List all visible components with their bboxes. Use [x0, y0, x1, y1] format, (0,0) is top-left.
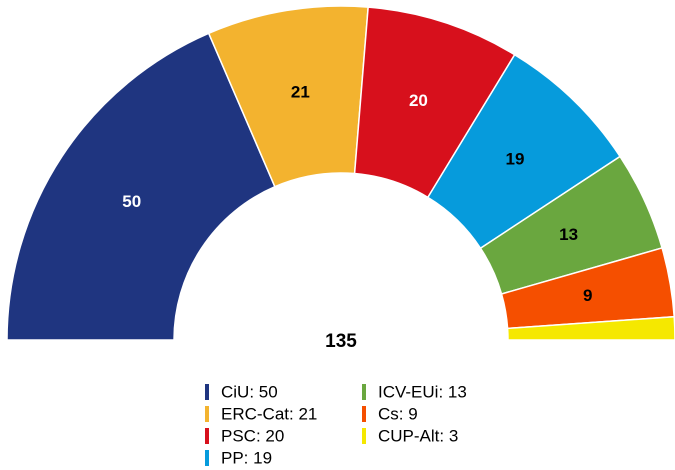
legend-swatch [205, 384, 209, 400]
legend-label: ERC-Cat: 21 [221, 404, 317, 423]
legend-label: PSC: 20 [221, 426, 284, 445]
legend-swatch [362, 428, 366, 444]
legend-swatch [205, 428, 209, 444]
value-label: 13 [559, 225, 578, 244]
value-label: 21 [291, 82, 310, 101]
legend-label: PP: 19 [221, 448, 272, 467]
legend-swatch [205, 450, 209, 466]
legend-swatch [362, 406, 366, 422]
legend-label: CUP-Alt: 3 [378, 426, 458, 445]
legend-swatch [362, 384, 366, 400]
segment [6, 32, 276, 341]
legend-swatch [205, 406, 209, 422]
total-label: 135 [325, 331, 357, 352]
legend-label: CiU: 50 [221, 382, 278, 401]
legend-label: ICV-EUi: 13 [378, 382, 467, 401]
value-label: 20 [409, 91, 428, 110]
value-label: 50 [122, 192, 141, 211]
legend-label: Cs: 9 [378, 404, 418, 423]
value-label: 19 [506, 149, 525, 168]
value-label: 9 [583, 286, 592, 305]
